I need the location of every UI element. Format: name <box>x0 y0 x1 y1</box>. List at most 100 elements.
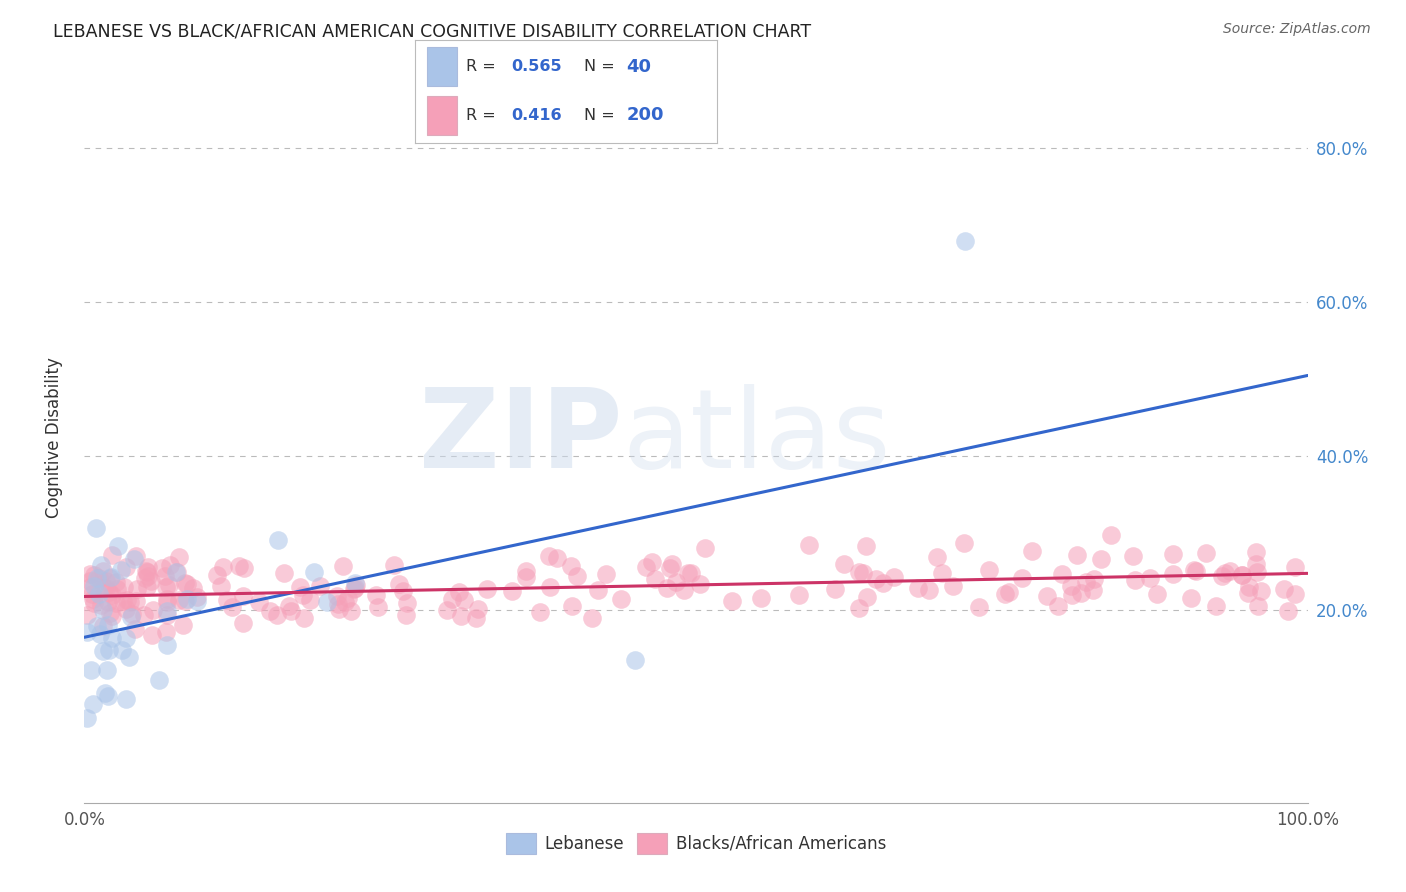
Point <box>977 563 1000 577</box>
Point <box>640 555 662 569</box>
Point <box>346 578 368 592</box>
Point <box>90 598 112 612</box>
Text: 200: 200 <box>627 106 664 124</box>
Point <box>395 608 418 623</box>
Point <box>105 596 128 610</box>
Point <box>96 618 118 632</box>
Point <box>308 579 330 593</box>
Point <box>824 582 846 596</box>
Point <box>121 607 143 621</box>
Point <box>112 580 135 594</box>
Y-axis label: Cognitive Disability: Cognitive Disability <box>45 357 63 517</box>
Point <box>83 568 105 582</box>
Point <box>101 631 124 645</box>
Text: ZIP: ZIP <box>419 384 623 491</box>
Point <box>855 590 877 604</box>
Bar <box>427 95 457 135</box>
Point <box>450 608 472 623</box>
Point <box>1182 563 1205 577</box>
Point <box>97 595 120 609</box>
Point <box>115 560 138 574</box>
Point <box>86 571 108 585</box>
Point <box>83 596 105 610</box>
Text: N =: N = <box>583 59 620 74</box>
Point <box>1021 544 1043 558</box>
Point <box>328 602 350 616</box>
Point <box>1122 549 1144 563</box>
Point <box>1125 574 1147 588</box>
Point <box>76 607 98 622</box>
Point <box>86 619 108 633</box>
Point <box>101 548 124 562</box>
Point <box>114 602 136 616</box>
Point <box>135 564 157 578</box>
Point <box>1205 599 1227 613</box>
Point <box>339 604 361 618</box>
Point <box>343 575 366 590</box>
Point <box>834 557 856 571</box>
Point <box>1090 552 1112 566</box>
Point <box>907 581 929 595</box>
Point <box>89 571 111 585</box>
Point <box>1247 599 1270 613</box>
Point <box>76 711 98 725</box>
Point <box>114 631 136 645</box>
Point <box>658 560 681 574</box>
Point <box>79 580 101 594</box>
Point <box>280 603 302 617</box>
Point <box>125 549 148 564</box>
Point <box>79 574 101 589</box>
Point <box>165 566 187 580</box>
Point <box>266 608 288 623</box>
Point <box>1237 580 1260 594</box>
Point <box>157 578 180 592</box>
Point <box>343 581 366 595</box>
Point <box>142 602 165 616</box>
Point <box>1284 587 1306 601</box>
Point <box>1046 599 1069 614</box>
Point <box>681 566 703 580</box>
Point <box>515 564 537 578</box>
Point <box>447 584 470 599</box>
Point <box>82 587 104 601</box>
Point <box>91 619 114 633</box>
Point <box>1284 559 1306 574</box>
Text: Source: ZipAtlas.com: Source: ZipAtlas.com <box>1223 22 1371 37</box>
Point <box>211 560 233 574</box>
Point <box>1232 567 1254 582</box>
Point <box>172 618 194 632</box>
Point <box>298 593 321 607</box>
Legend: Lebanese, Blacks/African Americans: Lebanese, Blacks/African Americans <box>499 827 893 860</box>
Point <box>316 595 339 609</box>
Point <box>477 582 499 596</box>
Text: R =: R = <box>467 59 501 74</box>
Point <box>501 584 523 599</box>
Point <box>156 595 179 609</box>
Point <box>97 690 120 704</box>
Point <box>120 610 142 624</box>
Point <box>464 611 486 625</box>
Point <box>665 575 688 590</box>
Point <box>333 594 356 608</box>
Point <box>89 587 111 601</box>
Point <box>610 591 633 606</box>
Point <box>176 577 198 591</box>
Point <box>209 578 232 592</box>
Point <box>883 569 905 583</box>
Point <box>217 593 239 607</box>
Point <box>453 592 475 607</box>
Point <box>278 599 301 614</box>
Point <box>273 566 295 580</box>
Point <box>441 591 464 606</box>
Point <box>288 580 311 594</box>
Point <box>89 627 111 641</box>
Point <box>337 591 360 606</box>
Point <box>364 588 387 602</box>
Point <box>395 596 418 610</box>
Point <box>82 591 104 606</box>
Point <box>302 565 325 579</box>
Point <box>93 686 115 700</box>
Text: R =: R = <box>467 108 501 122</box>
Point <box>139 574 162 588</box>
Point <box>693 541 716 555</box>
